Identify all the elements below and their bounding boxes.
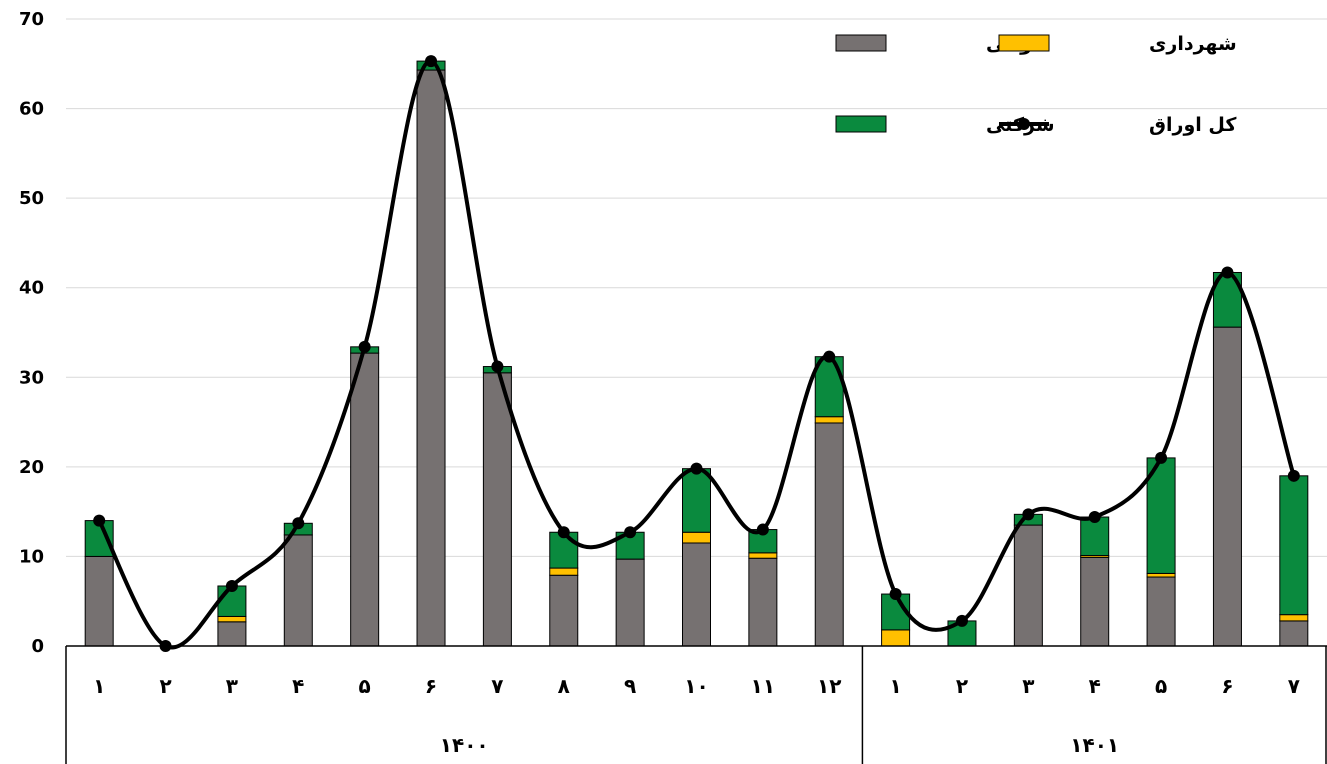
total-point xyxy=(823,350,836,363)
x-tick-label: ۲ xyxy=(159,674,171,698)
bar-segment xyxy=(748,552,778,559)
bar-segment xyxy=(1080,516,1110,557)
y-axis: 0 10 20 30 40 50 60 70 xyxy=(19,9,44,657)
y-tick-label: 30 xyxy=(19,367,44,388)
legend-label: شهرداری xyxy=(1149,33,1237,55)
total-point xyxy=(1088,511,1101,524)
total-point xyxy=(557,526,570,539)
bar-segment xyxy=(1279,614,1309,622)
bar-segment xyxy=(1279,620,1309,647)
x-tick-label: ۳ xyxy=(1022,674,1034,698)
x-tick-label: ۱ xyxy=(889,674,901,698)
bar-segment xyxy=(814,422,844,647)
bar-segment xyxy=(615,558,645,647)
bar-segment xyxy=(416,69,446,647)
bar-segment xyxy=(748,557,778,647)
x-tick-label: ۲ xyxy=(956,674,968,698)
x-tick-label: ۶ xyxy=(425,674,437,698)
total-point xyxy=(225,579,238,592)
y-tick-label: 40 xyxy=(19,278,44,299)
bar-segment xyxy=(1212,326,1242,647)
bar-segment xyxy=(1080,556,1110,647)
total-point xyxy=(1287,469,1300,482)
total-point xyxy=(690,462,703,475)
bar-segment xyxy=(682,468,711,533)
x-tick-label: ۶ xyxy=(1221,674,1233,698)
total-point xyxy=(756,523,769,536)
x-tick-label: ۵ xyxy=(1155,674,1167,698)
bar-segment xyxy=(283,534,313,647)
legend-marker xyxy=(1018,118,1030,130)
total-point xyxy=(1155,451,1168,464)
bar-segment xyxy=(549,574,579,647)
total-point xyxy=(93,514,106,527)
bar-segment xyxy=(549,567,579,576)
bar-segment xyxy=(881,629,911,647)
bar-segment xyxy=(84,555,114,647)
bar-segment xyxy=(682,542,711,647)
x-group-label: ۱۴۰۱ xyxy=(1070,733,1119,757)
total-point xyxy=(292,517,305,530)
total-line xyxy=(93,55,1300,652)
total-point xyxy=(1022,508,1035,521)
gridlines xyxy=(66,18,1327,557)
total-point xyxy=(889,588,902,601)
y-tick-label: 0 xyxy=(31,636,44,657)
legend: دولتیشهرداریشرکتیکل اوراق xyxy=(835,33,1237,136)
bar-segment xyxy=(814,416,844,424)
y-tick-label: 20 xyxy=(19,457,44,478)
y-tick-label: 60 xyxy=(19,99,44,120)
bar-segment xyxy=(217,621,247,647)
bar-segment xyxy=(1146,572,1176,578)
legend-label: کل اوراق xyxy=(1149,114,1237,136)
bar-segment xyxy=(1279,475,1309,616)
x-tick-label: ۵ xyxy=(359,674,371,698)
x-tick-label: ۱۱ xyxy=(751,674,775,698)
y-tick-label: 10 xyxy=(19,546,44,567)
x-tick-label: ۴ xyxy=(1089,674,1101,698)
y-tick-label: 70 xyxy=(19,9,44,30)
x-tick-label: ۱۲ xyxy=(817,674,841,698)
x-tick-label: ۳ xyxy=(226,674,238,698)
x-tick-label: ۴ xyxy=(292,674,304,698)
legend-swatch xyxy=(998,34,1050,52)
total-point xyxy=(624,526,637,539)
bar-segment xyxy=(1146,457,1176,574)
total-point xyxy=(955,614,968,627)
total-point xyxy=(491,360,504,373)
total-point xyxy=(425,55,438,68)
y-tick-label: 50 xyxy=(19,188,44,209)
x-tick-label: ۱ xyxy=(93,674,105,698)
x-tick-label: ۸ xyxy=(558,674,570,698)
x-group-label: ۱۴۰۰ xyxy=(440,733,489,757)
total-point xyxy=(1221,266,1234,279)
x-tick-label: ۷ xyxy=(1288,674,1300,698)
x-tick-label: ۹ xyxy=(624,674,636,698)
bar-segment xyxy=(482,372,512,647)
bar-segment xyxy=(1146,576,1176,647)
total-point xyxy=(358,340,371,353)
bar-segment xyxy=(217,615,247,623)
legend-swatch xyxy=(835,115,887,133)
x-tick-label: ۱۰ xyxy=(684,674,708,698)
bar-segment xyxy=(1013,524,1043,647)
x-tick-label: ۷ xyxy=(491,674,503,698)
legend-swatch xyxy=(835,34,887,52)
bar-segment xyxy=(350,352,380,647)
bar-segment xyxy=(682,531,711,544)
